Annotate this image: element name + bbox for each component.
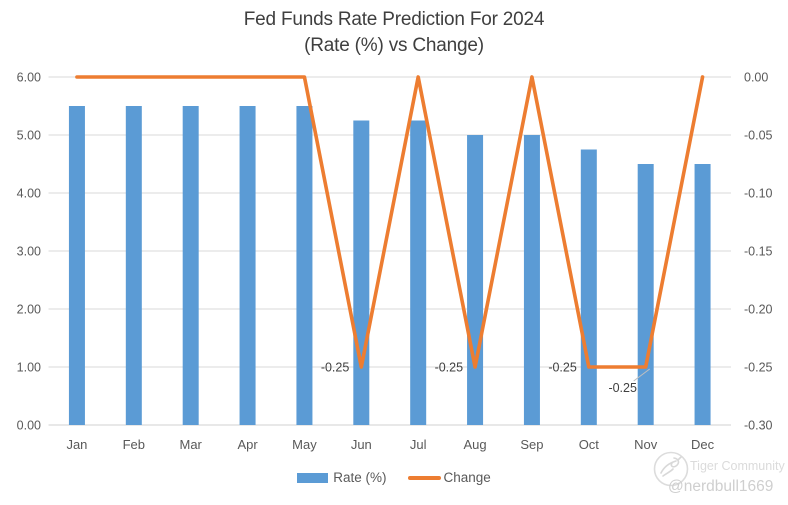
legend-label-rate: Rate (%) xyxy=(333,470,387,485)
right-axis-tick-label: -0.15 xyxy=(744,245,773,259)
legend-item-change: Change xyxy=(408,470,491,485)
bar-series-swatch-icon xyxy=(297,472,329,483)
bar-mar xyxy=(182,106,199,425)
right-axis-tick-label: -0.30 xyxy=(744,419,773,433)
left-axis-tick-label: 3.00 xyxy=(17,245,41,259)
right-axis-tick-label: 0.00 xyxy=(744,71,768,85)
data-label-jun: -0.25 xyxy=(321,361,350,375)
x-axis-label-may: May xyxy=(292,437,317,452)
x-axis-label-jul: Jul xyxy=(410,437,427,452)
right-axis-tick-label: -0.05 xyxy=(744,129,773,143)
x-axis-label-jan: Jan xyxy=(66,437,87,452)
x-axis-label-oct: Oct xyxy=(579,437,600,452)
bar-jul xyxy=(410,120,427,425)
right-axis-tick-label: -0.25 xyxy=(744,361,773,375)
tiger-logo-icon xyxy=(652,450,690,493)
bar-jun xyxy=(353,120,370,425)
data-label-oct: -0.25 xyxy=(548,361,577,375)
left-axis-tick-label: 6.00 xyxy=(17,71,41,85)
chart-title: Fed Funds Rate Prediction For 2024 (Rate… xyxy=(0,7,788,59)
line-series-swatch-icon xyxy=(408,475,442,480)
bar-apr xyxy=(239,106,256,425)
x-axis-label-dec: Dec xyxy=(691,437,715,452)
chart-legend: Rate (%) Change xyxy=(0,470,788,485)
x-axis-label-aug: Aug xyxy=(463,437,486,452)
right-axis-tick-label: -0.10 xyxy=(744,187,773,201)
right-axis-tick-label: -0.20 xyxy=(744,303,773,317)
bar-feb xyxy=(125,106,142,425)
watermark-handle: @nerdbull1669 xyxy=(668,478,774,495)
bar-sep xyxy=(523,135,540,425)
chart-title-line1: Fed Funds Rate Prediction For 2024 xyxy=(243,9,545,30)
data-label-aug: -0.25 xyxy=(435,361,464,375)
bar-nov xyxy=(637,164,654,425)
bar-dec xyxy=(694,164,711,425)
x-axis-label-mar: Mar xyxy=(179,437,202,452)
change-line xyxy=(75,75,705,369)
left-axis-tick-label: 2.00 xyxy=(17,303,41,317)
left-axis-tick-label: 1.00 xyxy=(17,361,41,375)
watermark-brand: Tiger Community xyxy=(690,459,785,473)
x-axis-label-jun: Jun xyxy=(351,437,372,452)
legend-label-change: Change xyxy=(443,470,491,485)
chart-title-line2: (Rate (%) vs Change) xyxy=(304,35,484,56)
x-axis-label-feb: Feb xyxy=(123,437,145,452)
bar-may xyxy=(296,106,313,425)
left-axis-tick-label: 5.00 xyxy=(17,129,41,143)
data-label-nov: -0.25 xyxy=(608,381,637,395)
bar-jan xyxy=(68,106,85,425)
x-axis-label-nov: Nov xyxy=(634,437,658,452)
x-axis-label-sep: Sep xyxy=(520,437,543,452)
bar-oct xyxy=(580,149,597,425)
x-axis-label-apr: Apr xyxy=(237,437,258,452)
left-axis-tick-label: 0.00 xyxy=(17,419,41,433)
left-axis-tick-label: 4.00 xyxy=(17,187,41,201)
bar-aug xyxy=(467,135,484,425)
legend-item-rate: Rate (%) xyxy=(297,470,386,485)
data-label-leader-line xyxy=(633,368,650,382)
